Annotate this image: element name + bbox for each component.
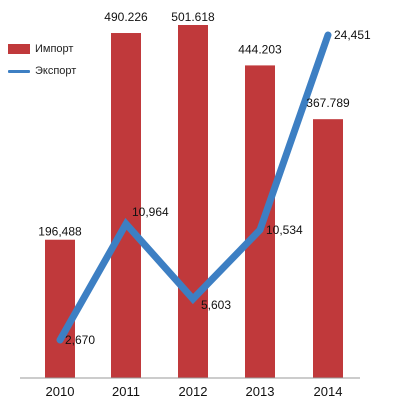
bars-layer: [45, 25, 343, 379]
legend-swatch-export: [8, 69, 30, 73]
x-tick-label-2013: 2013: [246, 384, 275, 399]
bar-import-2011: [111, 33, 141, 378]
legend-swatch-import: [8, 44, 30, 54]
legend-label-export: Экспорт: [35, 65, 77, 77]
bar-import-2010: [45, 239, 75, 378]
labels-layer: 196,488 490.226 501.618 444.203 367.789 2,670…: [38, 10, 371, 347]
bar-import-2012: [178, 25, 208, 378]
x-tick-label-2011: 2011: [112, 384, 140, 399]
x-tick-label-2010: 2010: [46, 384, 75, 399]
point-label-export-2011: 10,964: [132, 205, 169, 219]
line-export: [56, 31, 332, 344]
point-label-export-2014: 24,451: [334, 28, 371, 42]
legend-label-import: Импорт: [35, 43, 74, 55]
x-tick-label-2012: 2012: [179, 384, 208, 399]
point-label-export-2010: 2,670: [65, 333, 95, 347]
bar-label-import-2012: 501.618: [171, 10, 215, 24]
bar-label-import-2010: 196,488: [38, 225, 82, 239]
bar-import-2014: [313, 119, 343, 378]
legend: Импорт Экспорт: [8, 38, 76, 82]
point-label-export-2013: 10,534: [266, 223, 303, 237]
bar-label-import-2014: 367.789: [306, 96, 350, 110]
point-label-export-2012: 5,603: [201, 298, 231, 312]
legend-item-export: Экспорт: [8, 60, 76, 82]
bar-label-import-2011: 490.226: [104, 10, 148, 24]
x-tick-label-2014: 2014: [314, 384, 343, 399]
legend-item-import: Импорт: [8, 38, 76, 60]
bar-label-import-2013: 444.203: [238, 42, 282, 56]
line-layer: [56, 31, 332, 344]
axis-layer: 2010 2011 2012 2013 2014: [20, 377, 360, 399]
